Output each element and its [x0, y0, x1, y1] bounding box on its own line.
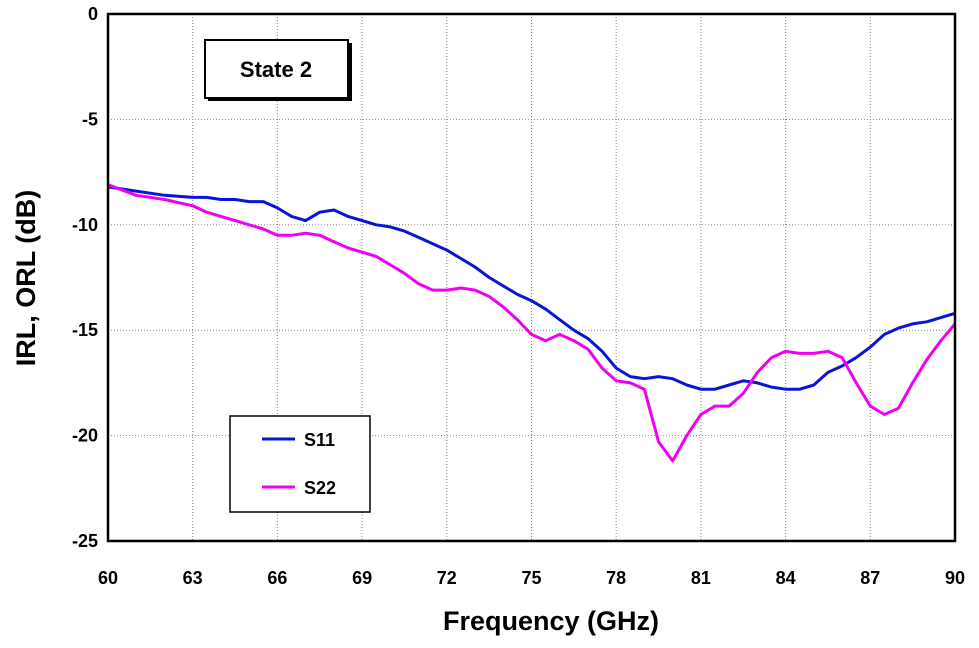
x-axis-title: Frequency (GHz): [443, 606, 659, 636]
series-line-s11: [107, 185, 956, 391]
series-line-s22: [107, 183, 957, 463]
annotation-frame: [204, 39, 349, 99]
x-tick-label: 90: [945, 568, 965, 588]
y-tick-label: -20: [72, 426, 98, 446]
plot-frame: [106, 12, 957, 543]
x-tick-label: 87: [860, 568, 880, 588]
annotation-text: State 2: [240, 57, 312, 82]
legend-frame: [229, 415, 371, 513]
x-tick-label: 75: [521, 568, 541, 588]
x-tick-label: 78: [606, 568, 626, 588]
x-tick-label: 84: [776, 568, 796, 588]
series-layer: [107, 183, 957, 463]
x-tick-labels: 60 63 66 69 72 75 78 81 84 87 90: [98, 568, 965, 588]
annotation-shadow: [208, 98, 352, 101]
y-tick-label: -10: [72, 215, 98, 235]
legend: S11 S22: [229, 415, 371, 513]
y-tick-label: 0: [88, 4, 98, 24]
x-tick-label: 60: [98, 568, 118, 588]
x-tick-label: 63: [183, 568, 203, 588]
y-tick-label: -25: [72, 531, 98, 551]
legend-label-s22: S22: [304, 478, 336, 498]
y-tick-label: -5: [82, 109, 98, 129]
x-tick-label: 81: [691, 568, 711, 588]
y-tick-label: -15: [72, 320, 98, 340]
annotation-shadow: [348, 43, 352, 101]
x-tick-label: 72: [437, 568, 457, 588]
y-tick-labels: 0 -5 -10 -15 -20 -25: [72, 4, 98, 551]
legend-label-s11: S11: [304, 430, 335, 450]
x-tick-label: 69: [352, 568, 372, 588]
annotation-box: State 2: [204, 39, 352, 101]
y-axis-title: IRL, ORL (dB): [11, 190, 41, 366]
x-tick-label: 66: [267, 568, 287, 588]
